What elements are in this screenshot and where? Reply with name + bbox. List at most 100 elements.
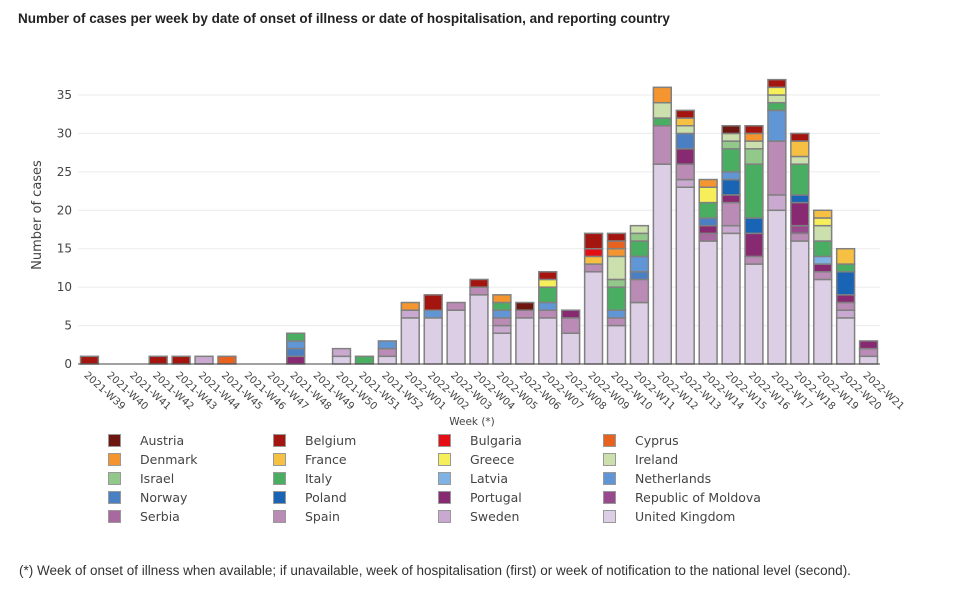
bar-segment-portugal[interactable] [744,232,764,258]
bar-segment-italy[interactable] [652,117,673,127]
bar-segment-netherlands[interactable] [538,301,558,311]
legend-item-portugal[interactable]: Portugal [438,488,603,506]
bar-segment-denmark[interactable] [492,294,512,304]
bar-segment-italy[interactable] [492,301,512,311]
bar-segment-denmark[interactable] [698,178,718,188]
bar-segment-belgium[interactable] [790,132,810,142]
bar-segment-united-kingdom[interactable] [744,263,764,365]
legend-item-latvia[interactable]: Latvia [438,469,603,487]
bar-segment-poland[interactable] [721,178,741,196]
bar-segment-sweden[interactable] [721,224,741,235]
bar-segment-italy[interactable] [835,263,856,273]
bar-segment-spain[interactable] [629,278,650,304]
bar-segment-spain[interactable] [606,317,627,327]
bar-segment-sweden[interactable] [675,178,695,188]
legend-item-israel[interactable]: Israel [108,469,273,487]
bar-segment-ireland[interactable] [744,140,764,150]
legend-item-denmark[interactable]: Denmark [108,450,273,468]
bar-segment-france[interactable] [835,247,856,265]
bar-segment-portugal[interactable] [813,263,833,273]
legend-item-bulgaria[interactable]: Bulgaria [438,431,603,449]
bar-segment-united-kingdom[interactable] [446,309,466,365]
bar-segment-spain[interactable] [721,201,741,227]
bar-segment-italy[interactable] [629,240,650,258]
legend-item-serbia[interactable]: Serbia [108,507,273,525]
bar-segment-italy[interactable] [698,201,718,219]
bar-segment-austria[interactable] [515,301,535,311]
bar-segment-united-kingdom[interactable] [813,278,833,365]
bar-segment-united-kingdom[interactable] [469,294,489,365]
legend-item-sweden[interactable]: Sweden [438,507,603,525]
bar-segment-belgium[interactable] [423,294,443,311]
bar-segment-spain[interactable] [515,309,535,319]
bar-segment-spain[interactable] [858,347,879,358]
bar-segment-united-kingdom[interactable] [790,240,810,365]
bar-segment-france[interactable] [675,117,695,127]
bar-segment-portugal[interactable] [790,201,810,227]
legend-item-greece[interactable]: Greece [438,450,603,468]
bar-segment-ireland[interactable] [767,94,787,104]
bar-segment-netherlands[interactable] [377,340,398,350]
bar-segment-israel[interactable] [744,148,764,165]
legend-item-republic-of-moldova[interactable]: Republic of Moldova [603,488,768,506]
bar-segment-spain[interactable] [813,271,833,281]
bar-segment-greece[interactable] [767,86,787,96]
bar-segment-ireland[interactable] [606,255,627,281]
bar-segment-poland[interactable] [835,271,856,296]
bar-segment-france[interactable] [813,209,833,219]
bar-segment-portugal[interactable] [721,194,741,204]
bar-segment-republic-of-moldova[interactable] [790,224,810,235]
bar-segment-serbia[interactable] [698,232,718,242]
bar-segment-spain[interactable] [469,286,489,296]
bar-segment-spain[interactable] [790,232,810,242]
bar-segment-greece[interactable] [538,278,558,288]
bar-segment-belgium[interactable] [606,232,627,242]
bar-segment-ireland[interactable] [629,224,650,235]
bar-segment-portugal[interactable] [698,224,718,235]
bar-segment-denmark[interactable] [400,301,420,311]
bar-segment-ireland[interactable] [675,124,695,135]
bar-segment-united-kingdom[interactable] [606,324,627,365]
bar-segment-belgium[interactable] [538,271,558,281]
bar-segment-italy[interactable] [767,101,787,112]
legend-item-united-kingdom[interactable]: United Kingdom [603,507,768,525]
bar-segment-united-kingdom[interactable] [538,317,558,365]
bar-segment-united-kingdom[interactable] [675,186,695,365]
legend-item-ireland[interactable]: Ireland [603,450,768,468]
bar-segment-sweden[interactable] [331,347,352,358]
bar-segment-belgium[interactable] [469,278,489,288]
bar-segment-spain[interactable] [767,140,787,196]
bar-segment-spain[interactable] [744,255,764,265]
bar-segment-united-kingdom[interactable] [767,209,787,365]
bar-segment-italy[interactable] [606,286,627,311]
bar-segment-italy[interactable] [354,355,375,365]
bar-segment-france[interactable] [583,255,604,265]
bar-segment-greece[interactable] [698,186,718,204]
bar-segment-spain[interactable] [835,301,856,311]
bar-segment-poland[interactable] [744,217,764,235]
bar-segment-spain[interactable] [583,263,604,273]
legend-item-norway[interactable]: Norway [108,488,273,506]
bar-segment-israel[interactable] [606,278,627,288]
legend-item-netherlands[interactable]: Netherlands [603,469,768,487]
bar-segment-netherlands[interactable] [423,309,443,319]
bar-segment-sweden[interactable] [492,324,512,335]
bar-segment-united-kingdom[interactable] [423,317,443,365]
bar-segment-ireland[interactable] [721,132,741,142]
bar-segment-italy[interactable] [790,163,810,196]
bar-segment-netherlands[interactable] [767,109,787,142]
bar-segment-italy[interactable] [285,332,306,342]
bar-segment-belgium[interactable] [744,124,764,135]
bar-segment-netherlands[interactable] [492,309,512,319]
bar-segment-italy[interactable] [721,148,741,173]
bar-segment-norway[interactable] [285,347,306,358]
bar-segment-norway[interactable] [629,271,650,281]
bar-segment-united-kingdom[interactable] [331,355,352,365]
bar-segment-spain[interactable] [675,163,695,181]
bar-segment-portugal[interactable] [835,294,856,304]
bar-segment-belgium[interactable] [583,232,604,250]
bar-segment-united-kingdom[interactable] [583,271,604,365]
legend-item-poland[interactable]: Poland [273,488,438,506]
bar-segment-portugal[interactable] [858,340,879,350]
bar-segment-bulgaria[interactable] [583,247,604,258]
